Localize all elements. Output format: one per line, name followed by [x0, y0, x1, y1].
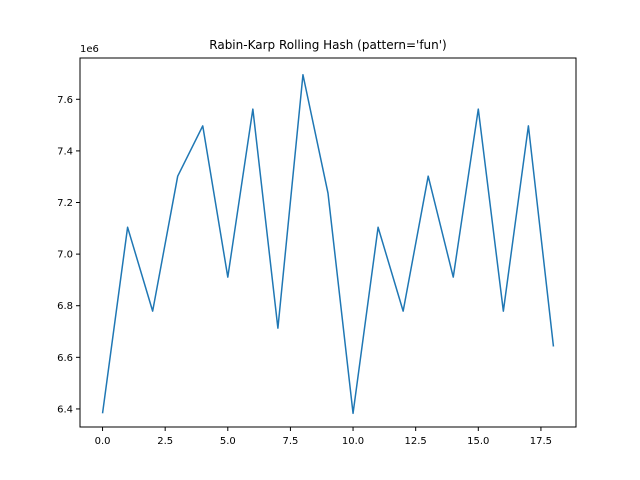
x-tick-label: 0.0: [95, 436, 111, 447]
x-axis: 0.0 2.5 5.0 7.5 10.0 12.5 15.0 17.5: [95, 427, 552, 447]
series-line: [101, 74, 555, 415]
x-tick-label: 2.5: [157, 436, 173, 447]
y-tick-label: 6.4: [57, 404, 73, 415]
y-tick-label: 7.0: [57, 250, 73, 261]
x-tick-label: 7.5: [282, 436, 298, 447]
x-tick-label: 15.0: [467, 436, 489, 447]
x-tick-label: 17.5: [530, 436, 552, 447]
y-tick-label: 7.4: [57, 146, 73, 157]
y-tick-label: 6.6: [57, 353, 73, 364]
series-layer: [101, 74, 555, 415]
x-tick-label: 10.0: [342, 436, 364, 447]
y-tick-label: 6.8: [57, 301, 73, 312]
x-tick-label: 5.0: [220, 436, 236, 447]
x-tick-label: 12.5: [405, 436, 427, 447]
y-tick-label: 7.6: [57, 95, 73, 106]
y-offset-label: 1e6: [80, 44, 99, 55]
y-tick-label: 7.2: [57, 198, 73, 209]
y-axis: 6.4 6.6 6.8 7.0 7.2 7.4 7.6: [57, 95, 80, 415]
chart-title: Rabin-Karp Rolling Hash (pattern='fun'): [209, 38, 446, 52]
plot-area: [79, 57, 577, 428]
